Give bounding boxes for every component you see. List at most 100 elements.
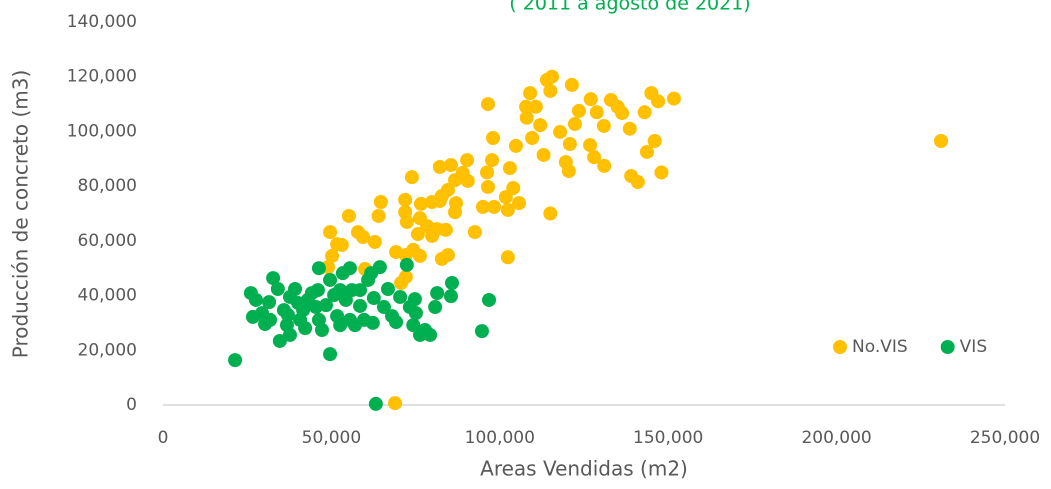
point [583, 92, 598, 107]
x-tick-label: 50,000 [302, 428, 361, 448]
point [511, 196, 526, 211]
point [474, 324, 489, 339]
y-tick-label: 100,000 [67, 121, 137, 141]
point [373, 195, 388, 210]
point [367, 234, 382, 249]
point [624, 169, 639, 184]
y-tick-label: 20,000 [78, 340, 137, 360]
point [432, 159, 447, 174]
point [438, 222, 453, 237]
point [536, 147, 551, 162]
point [404, 170, 419, 185]
point [561, 164, 576, 179]
point [448, 205, 463, 220]
point [637, 105, 652, 120]
point [323, 272, 338, 287]
point [481, 97, 496, 112]
point [399, 214, 414, 229]
point [460, 153, 475, 168]
point [571, 103, 586, 118]
point [272, 333, 287, 348]
point [270, 282, 285, 297]
point [365, 315, 380, 330]
point [366, 291, 381, 306]
point [481, 179, 496, 194]
point [356, 230, 371, 245]
y-tick-label: 120,000 [67, 67, 137, 87]
x-tick-label: 0 [158, 428, 169, 448]
point [280, 307, 295, 322]
point [519, 99, 534, 114]
point [319, 298, 334, 313]
point [341, 208, 356, 223]
point [342, 312, 357, 327]
point [567, 117, 582, 132]
point [934, 134, 949, 149]
point [376, 300, 391, 315]
point [647, 134, 662, 149]
point [228, 353, 243, 368]
y-tick-label: 60,000 [78, 231, 137, 251]
point [410, 227, 425, 242]
point [553, 124, 568, 139]
legend-marker [833, 340, 847, 354]
point [298, 321, 313, 336]
point [353, 283, 368, 298]
point [644, 86, 659, 101]
point [333, 283, 348, 298]
point [406, 318, 421, 333]
y-tick-label: 80,000 [78, 176, 137, 196]
point [543, 206, 558, 221]
point [528, 99, 543, 114]
point [330, 237, 345, 252]
point [666, 91, 681, 106]
point [398, 192, 413, 207]
x-tick-label: 100,000 [465, 428, 535, 448]
point [508, 138, 523, 153]
point [408, 306, 423, 321]
point [443, 289, 458, 304]
point [444, 275, 459, 290]
x-tick-label: 250,000 [970, 428, 1040, 448]
point [589, 105, 604, 120]
point [583, 138, 598, 153]
x-tick-label: 200,000 [801, 428, 871, 448]
point [539, 72, 554, 87]
point [398, 269, 413, 284]
point [543, 83, 558, 98]
point [389, 245, 404, 260]
point [311, 261, 326, 276]
point [389, 315, 404, 330]
point [372, 260, 387, 275]
point [353, 298, 368, 313]
point [596, 118, 611, 133]
point [371, 208, 386, 223]
point [639, 144, 654, 159]
point [485, 153, 500, 168]
point [480, 165, 495, 180]
point [482, 292, 497, 307]
point [323, 225, 338, 240]
point [423, 327, 438, 342]
point [282, 327, 297, 342]
point [448, 173, 463, 188]
point [393, 289, 408, 304]
point [311, 312, 326, 327]
y-tick-label: 40,000 [78, 286, 137, 306]
point [519, 110, 534, 125]
point [654, 165, 669, 180]
x-tick-label: 150,000 [633, 428, 703, 448]
point [425, 195, 440, 210]
point [475, 199, 490, 214]
y-tick-label: 0 [126, 395, 137, 415]
point [564, 77, 579, 92]
y-axis-title: Producción de concreto (m3) [9, 70, 33, 359]
point [587, 150, 602, 165]
point [525, 130, 540, 145]
point [428, 300, 443, 315]
x-axis-title: Areas Vendidas (m2) [480, 457, 688, 481]
point [500, 250, 515, 265]
point [597, 158, 612, 173]
